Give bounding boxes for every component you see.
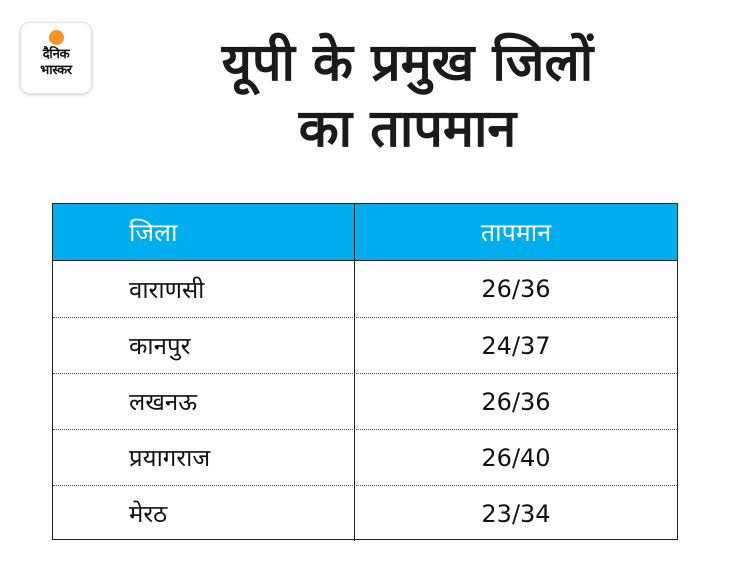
title-line1: यूपी के प्रमुख जिलों <box>221 33 594 93</box>
logo-text-line1: दैनिक <box>42 47 70 62</box>
dainik-bhaskar-logo: दैनिक भास्कर <box>20 22 92 94</box>
district-cell: लखनऊ <box>53 374 355 429</box>
table-row: लखनऊ 26/36 <box>53 373 677 429</box>
page-title: यूपी के प्रमुख जिलों का तापमान <box>95 30 720 162</box>
header-district: जिला <box>53 204 355 260</box>
table-row: प्रयागराज 26/40 <box>53 429 677 485</box>
temperature-cell: 24/37 <box>481 331 551 360</box>
district-cell: कानपुर <box>53 318 355 373</box>
district-cell: प्रयागराज <box>53 430 355 485</box>
table-row: मेरठ 23/34 <box>53 485 677 541</box>
temperature-cell: 26/36 <box>481 387 551 416</box>
table-row: कानपुर 24/37 <box>53 317 677 373</box>
temperature-cell: 26/36 <box>481 275 551 303</box>
district-cell: वाराणसी <box>53 261 355 317</box>
district-cell: मेरठ <box>53 486 355 541</box>
sun-icon <box>49 30 64 45</box>
logo-text-line2: भास्कर <box>40 63 72 78</box>
title-line2: का तापमान <box>298 99 517 159</box>
table-header: जिला तापमान <box>53 204 677 261</box>
temperature-cell: 23/34 <box>481 499 551 528</box>
temperature-table: जिला तापमान वाराणसी 26/36 कानपुर 24/37 ल… <box>52 203 678 541</box>
header-temperature: तापमान <box>480 218 552 247</box>
table-row: वाराणसी 26/36 <box>53 261 677 317</box>
temperature-cell: 26/40 <box>481 443 551 472</box>
